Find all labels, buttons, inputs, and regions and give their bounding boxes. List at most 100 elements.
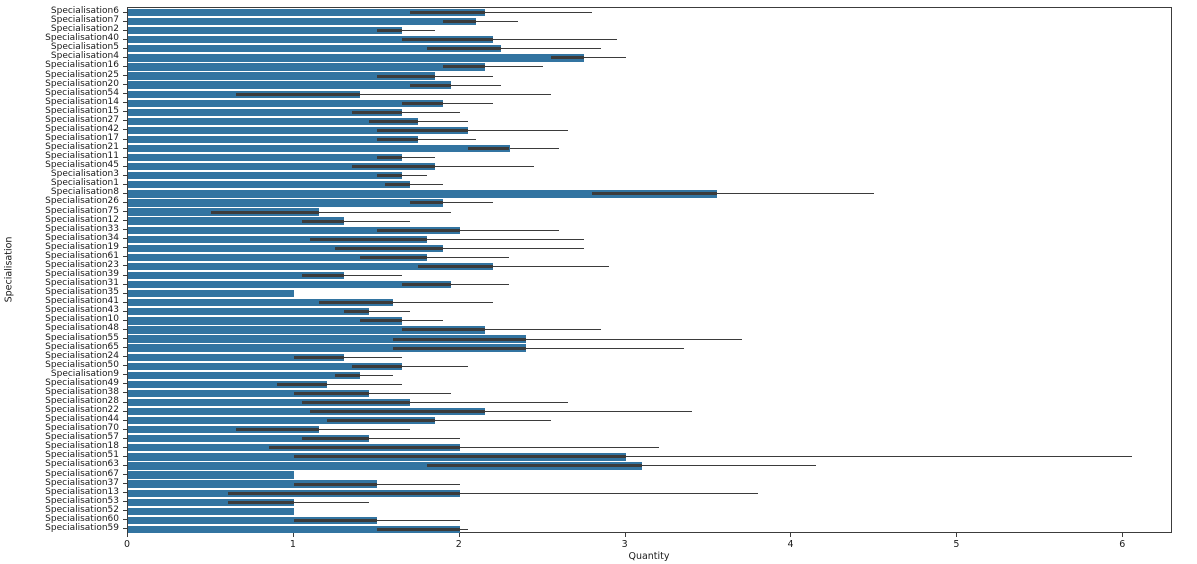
error-bar-whisker bbox=[343, 220, 410, 222]
bar bbox=[128, 480, 377, 488]
y-tick-mark bbox=[123, 410, 127, 412]
y-tick-mark bbox=[123, 84, 127, 86]
error-bar-whisker bbox=[376, 519, 460, 521]
error-bar bbox=[268, 446, 460, 450]
error-bar bbox=[293, 482, 377, 486]
bar bbox=[128, 45, 502, 53]
bar bbox=[128, 172, 402, 180]
y-tick-label: Specialisation40 bbox=[45, 33, 119, 44]
y-tick-label: Specialisation12 bbox=[45, 214, 119, 225]
error-bar-whisker bbox=[492, 265, 610, 267]
y-tick-mark bbox=[123, 120, 127, 122]
error-bar bbox=[401, 101, 444, 105]
bar bbox=[128, 27, 402, 35]
y-tick-mark bbox=[123, 265, 127, 267]
bar bbox=[128, 398, 410, 407]
error-bar bbox=[376, 174, 402, 178]
y-tick-label: Specialisation5 bbox=[50, 42, 119, 53]
y-tick-mark bbox=[123, 220, 127, 222]
error-bar-whisker bbox=[343, 275, 402, 277]
y-tick-label: Specialisation20 bbox=[45, 78, 119, 89]
y-tick-mark bbox=[123, 201, 127, 203]
error-bar-whisker bbox=[318, 211, 452, 213]
error-bar-whisker bbox=[484, 12, 593, 14]
y-tick-mark bbox=[123, 138, 127, 140]
error-bar-whisker bbox=[409, 402, 568, 403]
error-bar bbox=[443, 20, 477, 24]
error-bar bbox=[227, 500, 294, 504]
error-bar bbox=[376, 138, 419, 141]
y-tick-label: Specialisation33 bbox=[45, 223, 119, 234]
error-bar bbox=[302, 274, 344, 278]
error-bar bbox=[335, 373, 361, 377]
error-bar-whisker bbox=[401, 157, 435, 159]
bar bbox=[128, 154, 402, 162]
error-bar-whisker bbox=[418, 139, 477, 140]
bar bbox=[128, 135, 419, 144]
error-bar bbox=[376, 156, 402, 160]
error-bar-whisker bbox=[409, 184, 444, 186]
bar bbox=[128, 407, 485, 416]
y-tick-mark bbox=[123, 365, 127, 367]
x-tick-mark bbox=[292, 533, 294, 537]
y-tick-label: Specialisation3 bbox=[50, 169, 119, 180]
y-tick-mark bbox=[123, 419, 127, 421]
y-tick-mark bbox=[123, 129, 127, 131]
y-tick-label: Specialisation55 bbox=[45, 332, 119, 343]
y-tick-mark bbox=[123, 247, 127, 249]
error-bar-whisker bbox=[443, 202, 493, 204]
error-bar-whisker bbox=[476, 21, 518, 23]
bar bbox=[128, 144, 510, 153]
bar bbox=[128, 462, 643, 470]
y-tick-label: Specialisation15 bbox=[45, 105, 119, 116]
bar bbox=[128, 72, 435, 80]
y-tick-mark bbox=[123, 111, 127, 113]
bar bbox=[128, 244, 444, 252]
error-bar bbox=[277, 382, 328, 386]
error-bar-whisker bbox=[526, 347, 684, 349]
error-bar-whisker bbox=[492, 39, 618, 41]
error-bar bbox=[401, 328, 485, 332]
y-tick-mark bbox=[123, 174, 127, 176]
y-tick-mark bbox=[123, 338, 127, 340]
error-bar bbox=[293, 355, 344, 359]
bar bbox=[128, 235, 427, 243]
bar bbox=[128, 163, 435, 171]
y-tick-mark bbox=[123, 319, 127, 321]
y-tick-label: Specialisation53 bbox=[45, 495, 119, 506]
y-tick-label: Specialisation16 bbox=[45, 60, 119, 71]
y-tick-label: Specialisation67 bbox=[45, 468, 119, 479]
y-tick-mark bbox=[123, 147, 127, 149]
y-tick-mark bbox=[123, 75, 127, 77]
error-bar bbox=[227, 491, 460, 495]
y-tick-label: Specialisation49 bbox=[45, 377, 119, 388]
y-tick-mark bbox=[123, 47, 127, 49]
y-tick-label: Specialisation17 bbox=[45, 133, 119, 143]
bar bbox=[128, 308, 369, 316]
error-bar bbox=[409, 11, 485, 15]
bar bbox=[128, 417, 435, 425]
bar bbox=[128, 108, 402, 116]
y-tick-label: Specialisation54 bbox=[45, 87, 119, 98]
y-tick-mark bbox=[123, 510, 127, 512]
bar bbox=[128, 181, 410, 189]
error-bar bbox=[376, 228, 460, 232]
error-bar-whisker bbox=[360, 93, 551, 95]
y-tick-mark bbox=[123, 446, 127, 448]
y-tick-mark bbox=[123, 356, 127, 358]
y-tick-label: Specialisation41 bbox=[45, 296, 119, 307]
y-tick-mark bbox=[123, 464, 127, 466]
error-bar bbox=[302, 401, 410, 404]
error-bar-whisker bbox=[401, 320, 444, 322]
error-bar-whisker bbox=[484, 329, 601, 331]
error-bar bbox=[360, 255, 427, 259]
error-bar bbox=[368, 119, 419, 123]
bar bbox=[128, 362, 402, 370]
bar bbox=[128, 290, 294, 298]
y-tick-label: Specialisation26 bbox=[45, 196, 119, 207]
y-tick-label: Specialisation2 bbox=[50, 24, 119, 35]
y-tick-label: Specialisation63 bbox=[45, 459, 119, 470]
y-tick-mark bbox=[123, 102, 127, 104]
bar bbox=[128, 63, 485, 71]
